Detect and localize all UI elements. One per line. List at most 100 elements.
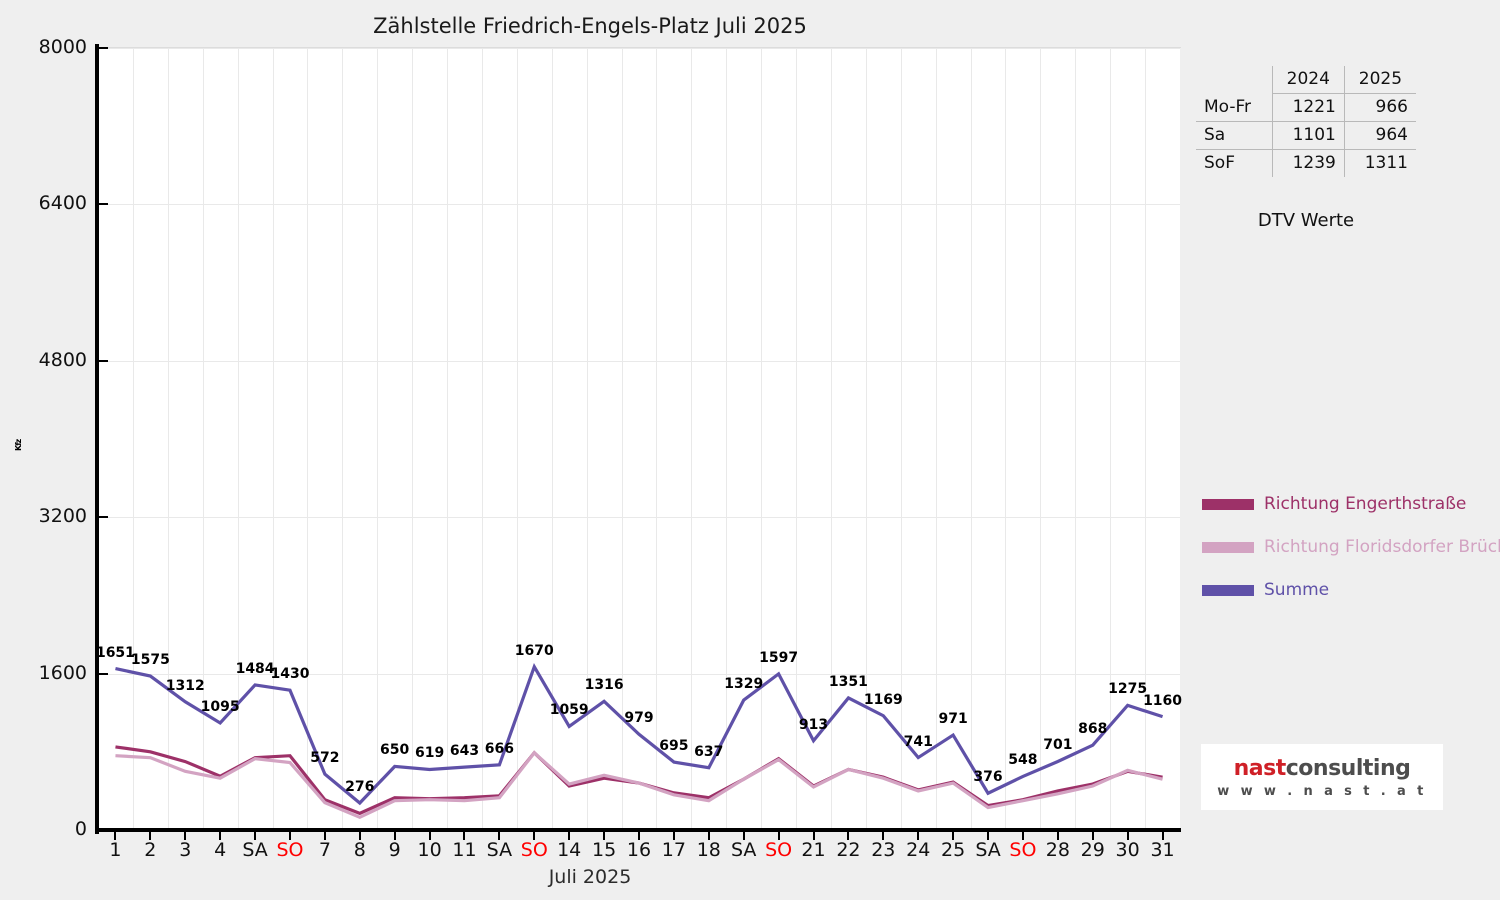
table-col-2025: 2025	[1343, 66, 1416, 94]
x-tick-label: SA	[242, 839, 268, 861]
x-tick-mark	[707, 832, 710, 840]
x-tick-mark	[603, 832, 606, 840]
x-tick-mark	[1091, 832, 1094, 840]
x-tick-mark	[1161, 832, 1164, 840]
gridline-vertical	[551, 48, 553, 830]
gridline-vertical	[1145, 48, 1147, 830]
x-tick-mark	[219, 832, 222, 840]
data-label: 643	[449, 743, 480, 760]
table-row: Mo-Fr 1221 966	[1196, 93, 1416, 122]
data-label: 1275	[1108, 681, 1148, 698]
x-tick-label: 24	[906, 839, 931, 861]
table-cell-value: 966	[1343, 93, 1416, 122]
legend-color-swatch	[1202, 584, 1254, 596]
y-tick-mark	[99, 47, 108, 49]
table-corner-cell	[1196, 66, 1272, 94]
x-tick-mark	[323, 832, 326, 840]
gridline-vertical	[342, 48, 344, 830]
x-tick-label: 28	[1045, 839, 1070, 861]
legend-item[interactable]: Summe	[1202, 579, 1500, 601]
legend-item[interactable]: Richtung Engerthstraße	[1202, 493, 1500, 515]
x-tick-label: 30	[1115, 839, 1140, 861]
x-tick-mark	[882, 832, 885, 840]
company-logo: nastconsulting w w w . n a s t . a t	[1201, 744, 1443, 810]
x-tick-label: 22	[836, 839, 861, 861]
data-label: 666	[484, 740, 514, 757]
gridline-vertical	[412, 48, 414, 830]
x-tick-label: 2	[144, 839, 157, 861]
table-row-label: Sa	[1196, 121, 1273, 150]
gridline-vertical	[1110, 48, 1112, 830]
gridline-horizontal	[98, 673, 1180, 675]
y-tick-mark	[99, 672, 108, 675]
table-header-row: 2024 2025	[1196, 66, 1416, 94]
gridline-vertical	[935, 48, 937, 830]
data-label: 868	[1078, 721, 1108, 738]
y-tick-label: 6400	[38, 192, 87, 215]
x-tick-label: 31	[1150, 839, 1175, 861]
legend-color-swatch	[1202, 541, 1254, 553]
x-tick-label: 14	[557, 839, 582, 861]
x-tick-label: SO	[276, 839, 304, 861]
x-tick-label: 1	[109, 839, 122, 861]
data-label: 701	[1043, 737, 1073, 754]
gridline-vertical	[1005, 48, 1007, 830]
plot-top-border	[98, 47, 1181, 48]
gridline-vertical	[726, 48, 728, 830]
gridline-horizontal	[98, 204, 1180, 206]
data-label: 741	[903, 733, 933, 750]
gridline-vertical	[900, 48, 902, 830]
data-label: 1169	[863, 691, 903, 708]
x-tick-label: 9	[388, 839, 401, 861]
gridline-vertical	[796, 48, 798, 830]
x-tick-mark	[952, 832, 955, 840]
x-tick-label: 10	[417, 839, 442, 861]
x-tick-label: 16	[626, 839, 652, 861]
x-tick-label: SO	[765, 839, 793, 861]
gridline-vertical	[761, 48, 763, 830]
x-tick-label: 25	[941, 839, 966, 861]
x-tick-mark	[568, 832, 571, 840]
x-tick-mark	[498, 832, 501, 840]
data-label: 1351	[828, 673, 868, 690]
x-tick-mark	[288, 832, 291, 840]
data-label: 1316	[584, 677, 624, 694]
data-label: 913	[798, 716, 829, 733]
logo-url: w w w . n a s t . a t	[1217, 783, 1427, 799]
data-label: 1575	[130, 652, 170, 669]
data-label: 376	[973, 769, 1003, 786]
legend: Richtung Engerthstraße Richtung Floridsdo…	[1202, 493, 1500, 622]
x-axis-title: Juli 2025	[548, 866, 632, 888]
gridline-vertical	[377, 48, 379, 830]
x-tick-mark	[812, 832, 815, 840]
y-tick-mark	[99, 829, 108, 831]
table-row: SoF 1239 1311	[1196, 149, 1416, 177]
logo-name-secondary: consulting	[1285, 755, 1411, 781]
dtv-caption: DTV Werte	[1257, 210, 1355, 231]
x-tick-mark	[1126, 832, 1129, 840]
x-tick-label: SO	[1009, 839, 1037, 861]
y-axis-line	[95, 44, 99, 834]
x-tick-label: SA	[975, 839, 1001, 861]
table-col-2024: 2024	[1271, 66, 1345, 94]
gridline-vertical	[1075, 48, 1077, 830]
legend-item[interactable]: Richtung Floridsdorfer Brücke	[1202, 536, 1500, 558]
data-label: 1329	[724, 676, 764, 693]
x-tick-mark	[149, 832, 152, 840]
x-tick-label: SA	[730, 839, 757, 861]
y-axis-label: Kfz	[14, 439, 23, 451]
legend-label: Summe	[1264, 580, 1330, 600]
x-tick-label: SO	[520, 839, 548, 861]
plot-area	[98, 48, 1180, 830]
gridline-vertical	[970, 48, 972, 830]
gridline-vertical	[830, 48, 832, 830]
x-tick-mark	[672, 832, 675, 840]
table-cell-value: 1239	[1271, 149, 1345, 177]
y-tick-mark	[99, 359, 108, 362]
series-line	[115, 662, 1164, 806]
gridline-vertical	[656, 48, 658, 830]
gridline-vertical	[1040, 48, 1042, 830]
gridline-vertical	[447, 48, 449, 830]
x-tick-mark	[533, 832, 536, 840]
gridline-vertical	[167, 48, 169, 830]
